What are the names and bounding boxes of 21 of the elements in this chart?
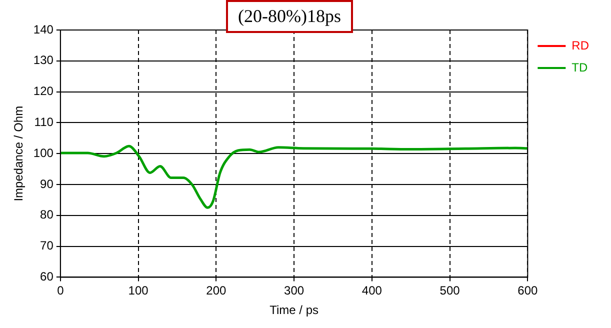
x-tick-label: 500: [440, 284, 460, 298]
x-tick-label: 0: [57, 284, 64, 298]
legend-label: TD: [572, 60, 588, 74]
y-tick-label: 140: [33, 22, 54, 36]
y-tick-label: 80: [40, 208, 54, 222]
y-axis-title: Impedance / Ohm: [12, 106, 26, 202]
y-tick-label: 130: [33, 53, 54, 68]
x-axis-title: Time / ps: [270, 303, 318, 318]
x-tick-label: 600: [518, 284, 538, 298]
x-tick-label: 200: [206, 284, 226, 298]
y-tick-label: 70: [40, 238, 54, 253]
y-tick-label: 120: [33, 84, 54, 98]
y-tick-label: 90: [40, 176, 54, 191]
x-tick-label: 400: [362, 284, 382, 298]
legend-label: RD: [572, 38, 590, 52]
chart-title: (20-80%)18ps: [226, 0, 353, 33]
y-tick-label: 60: [40, 270, 54, 284]
y-tick-label: 110: [34, 115, 54, 130]
x-tick-label: 300: [284, 284, 304, 298]
x-tick-label: 100: [128, 284, 149, 298]
y-tick-label: 100: [33, 146, 54, 160]
